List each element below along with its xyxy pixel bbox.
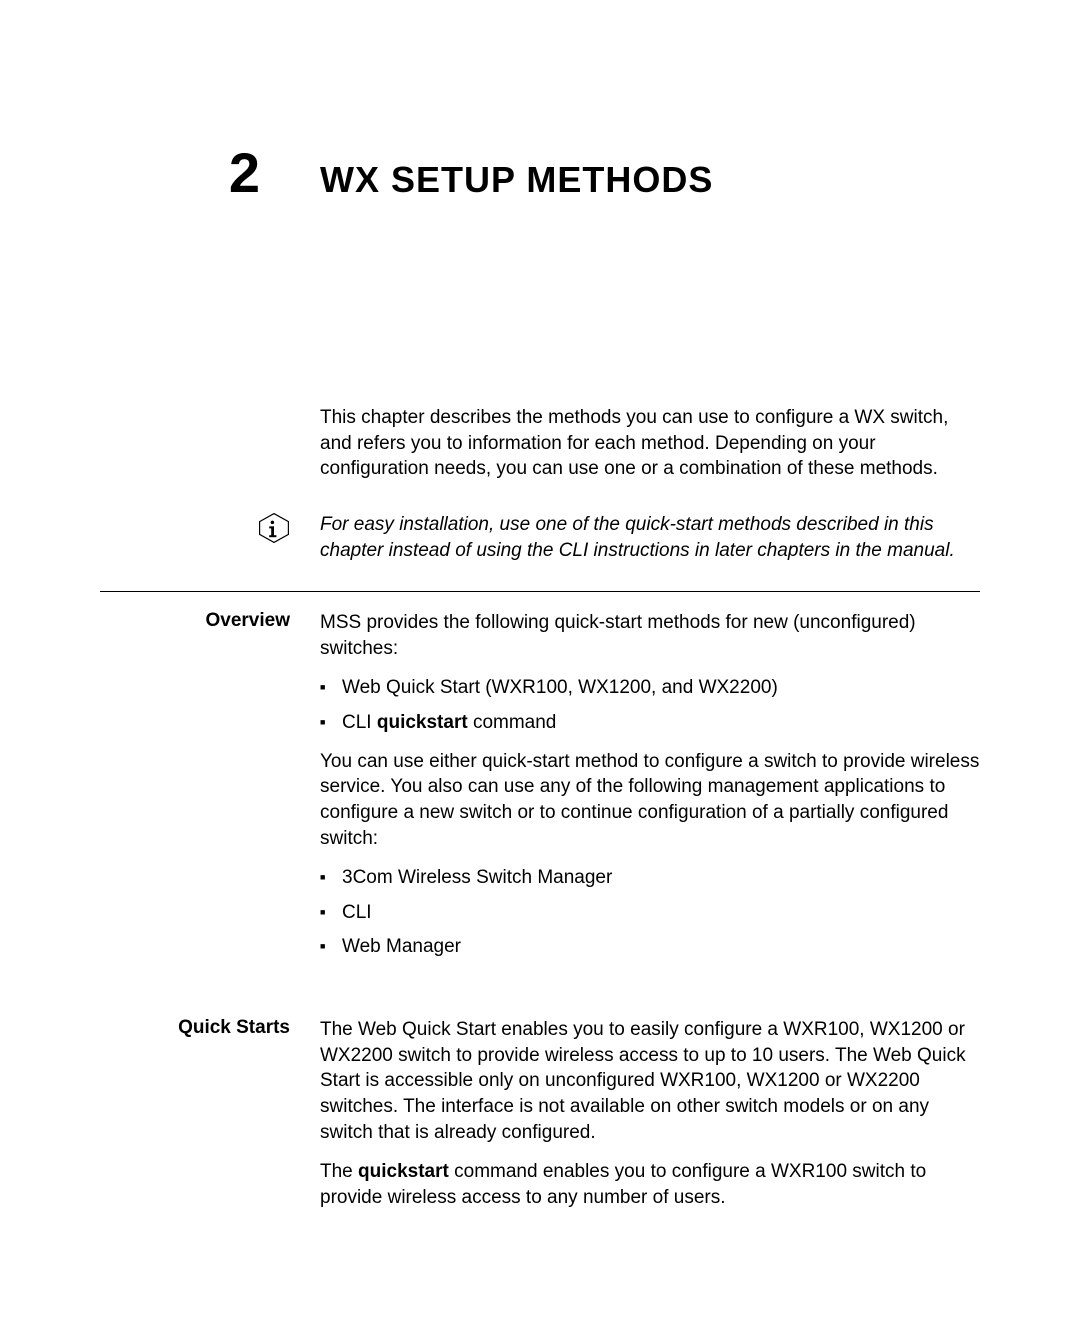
list-item-text: Web Manager [342,936,461,957]
chapter-header: 2 WX SETUP METHODS [100,140,980,205]
note-row: For easy installation, use one of the qu… [100,512,980,563]
list-item-text: 3Com Wireless Switch Manager [342,867,612,888]
section-divider [100,591,980,592]
info-icon [258,512,290,549]
spacer [100,989,980,1017]
list-item: CLI quickstart command [342,710,980,737]
overview-heading: Overview [206,610,291,631]
overview-intro: MSS provides the following quick-start m… [320,610,980,661]
intro-row: This chapter describes the methods you c… [100,405,980,496]
quickstarts-row: Quick Starts The Web Quick Start enables… [100,1017,980,1224]
overview-content: MSS provides the following quick-start m… [320,610,980,973]
list-item-text: Web Quick Start (WXR100, WX1200, and WX2… [342,677,778,698]
list-item: CLI [342,900,980,927]
chapter-title: WX SETUP METHODS [320,159,713,201]
quickstarts-heading-col: Quick Starts [100,1017,320,1224]
list-item-bold: quickstart [377,712,468,733]
quickstarts-para1: The Web Quick Start enables you to easil… [320,1017,980,1145]
document-page: 2 WX SETUP METHODS This chapter describe… [0,0,1080,1321]
para-text: The [320,1161,358,1182]
list-item-text: CLI [342,902,372,923]
list-item: 3Com Wireless Switch Manager [342,865,980,892]
list-item: Web Manager [342,934,980,961]
intro-text: This chapter describes the methods you c… [320,405,980,496]
overview-row: Overview MSS provides the following quic… [100,610,980,973]
quickstart-methods-list: Web Quick Start (WXR100, WX1200, and WX2… [320,675,980,736]
intro-left [100,405,320,496]
intro-paragraph: This chapter describes the methods you c… [320,405,980,482]
overview-para2: You can use either quick-start method to… [320,749,980,852]
management-apps-list: 3Com Wireless Switch Manager CLI Web Man… [320,865,980,961]
quickstarts-para2: The quickstart command enables you to co… [320,1159,980,1210]
overview-heading-col: Overview [100,610,320,973]
list-item: Web Quick Start (WXR100, WX1200, and WX2… [342,675,980,702]
note-text: For easy installation, use one of the qu… [320,512,980,563]
quickstarts-content: The Web Quick Start enables you to easil… [320,1017,980,1224]
note-icon-col [100,512,320,563]
para-bold: quickstart [358,1161,449,1182]
chapter-number: 2 [100,140,320,205]
quickstarts-heading: Quick Starts [178,1017,290,1038]
